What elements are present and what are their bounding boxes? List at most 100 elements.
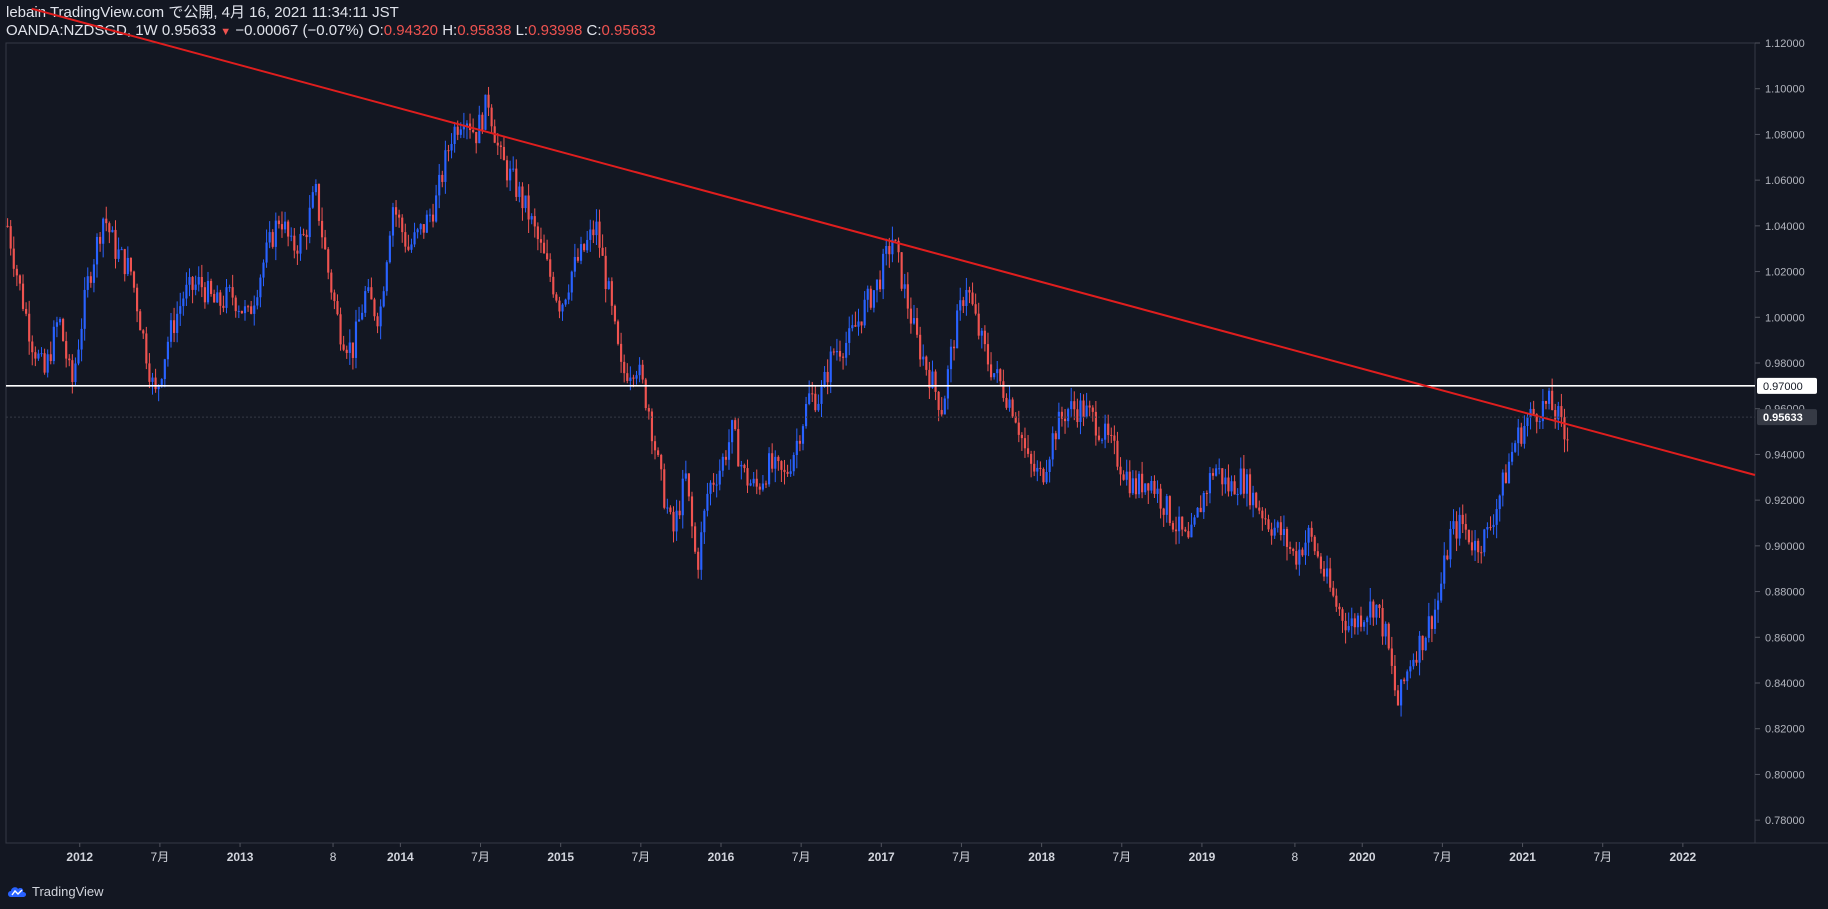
candle-body	[1023, 438, 1027, 449]
candle-body	[1054, 433, 1057, 440]
candle-body	[1060, 411, 1064, 419]
candle-body	[77, 349, 80, 364]
candle-body	[1073, 401, 1076, 410]
candle-body	[1020, 434, 1023, 439]
candle-body	[1282, 528, 1286, 536]
candle-body	[240, 310, 243, 314]
candle-body	[1230, 481, 1233, 492]
candle-body	[219, 292, 222, 306]
candle-body	[234, 297, 237, 312]
candle-body	[52, 326, 55, 362]
candle-body	[968, 290, 971, 293]
candle-body	[657, 450, 660, 455]
candle-body	[1141, 473, 1144, 493]
x-tick-label: 7月	[1433, 850, 1452, 864]
y-tick-label: 1.12000	[1765, 38, 1805, 50]
candle-body	[1421, 635, 1424, 651]
candle-body	[314, 183, 317, 193]
candle-body	[727, 442, 731, 460]
candle-body	[1261, 510, 1264, 519]
symbol-legend: OANDA:NZDSGD, 1W 0.95633 ▼ −0.00067 (−0.…	[6, 22, 656, 39]
candle-body	[697, 551, 700, 570]
brand-label[interactable]: TradingView	[32, 883, 104, 899]
candle-body	[1042, 468, 1045, 483]
candle-body	[259, 277, 262, 298]
candle-body	[1375, 604, 1378, 618]
candle-body	[638, 364, 641, 376]
candle-body	[546, 253, 549, 260]
candle-body	[105, 218, 108, 224]
candle-body	[1510, 451, 1514, 462]
candle-body	[166, 341, 169, 360]
candle-body	[250, 306, 253, 314]
candle-body	[1242, 468, 1245, 494]
candle-body	[114, 229, 117, 259]
candle-body	[262, 262, 265, 278]
candle-body	[623, 361, 626, 374]
candle-body	[348, 342, 351, 353]
candle-body	[441, 174, 444, 182]
candle-body	[222, 305, 225, 308]
candle-body	[1211, 473, 1215, 476]
candle-body	[1480, 552, 1483, 554]
candle-body	[123, 249, 126, 275]
candle-body	[256, 297, 259, 306]
candle-body	[592, 229, 595, 236]
candle-body	[715, 484, 718, 486]
candle-body	[641, 364, 644, 380]
candle-body	[176, 313, 179, 333]
candle-body	[1289, 546, 1292, 549]
candle-body	[484, 94, 487, 130]
candle-body	[749, 483, 752, 486]
candle-body	[169, 320, 173, 342]
candle-body	[922, 356, 925, 360]
candle-body	[912, 318, 916, 324]
candle-body	[1390, 648, 1393, 666]
candle-body	[407, 246, 410, 250]
candle-body	[1366, 617, 1369, 623]
candle-body	[718, 470, 721, 485]
author-name[interactable]: lebain	[6, 4, 47, 21]
candle-body	[798, 440, 801, 444]
candle-body	[1168, 496, 1171, 524]
candle-body	[586, 239, 589, 251]
candle-body	[1335, 595, 1338, 607]
candle-body	[1563, 417, 1566, 440]
candle-body	[583, 244, 586, 251]
x-tick-label: 7月	[1112, 850, 1131, 864]
y-tick-label: 0.82000	[1765, 724, 1805, 736]
candle-body	[589, 229, 592, 240]
candle-body	[142, 330, 145, 334]
candle-body	[382, 291, 385, 307]
y-tick-label: 1.06000	[1765, 175, 1805, 187]
candle-body	[157, 385, 160, 390]
candle-body	[1134, 478, 1138, 495]
candle-body	[653, 441, 657, 451]
x-tick-label: 7月	[631, 850, 650, 864]
candle-body	[1181, 516, 1184, 530]
candle-body	[385, 262, 388, 292]
candle-body	[999, 369, 1002, 382]
candle-body	[1387, 623, 1390, 649]
candle-body	[1199, 507, 1202, 513]
candle-body	[1501, 472, 1504, 496]
candle-body	[669, 507, 672, 512]
candle-body	[394, 207, 398, 215]
candle-body	[154, 377, 157, 390]
interval-label[interactable]: 1W	[135, 22, 158, 39]
y-tick-label: 0.88000	[1765, 587, 1805, 599]
candle-body	[1116, 440, 1119, 467]
candle-body	[46, 354, 49, 373]
candle-body	[283, 221, 287, 230]
candle-body	[1178, 516, 1181, 532]
candle-body	[977, 313, 980, 336]
candle-body	[108, 223, 111, 233]
candle-body	[601, 247, 604, 256]
candle-body	[388, 235, 391, 263]
candle-body	[549, 259, 552, 277]
candle-body	[1446, 555, 1449, 560]
y-tick-label: 1.00000	[1765, 312, 1805, 324]
x-tick-label: 7月	[151, 850, 170, 864]
candle-body	[293, 235, 296, 251]
